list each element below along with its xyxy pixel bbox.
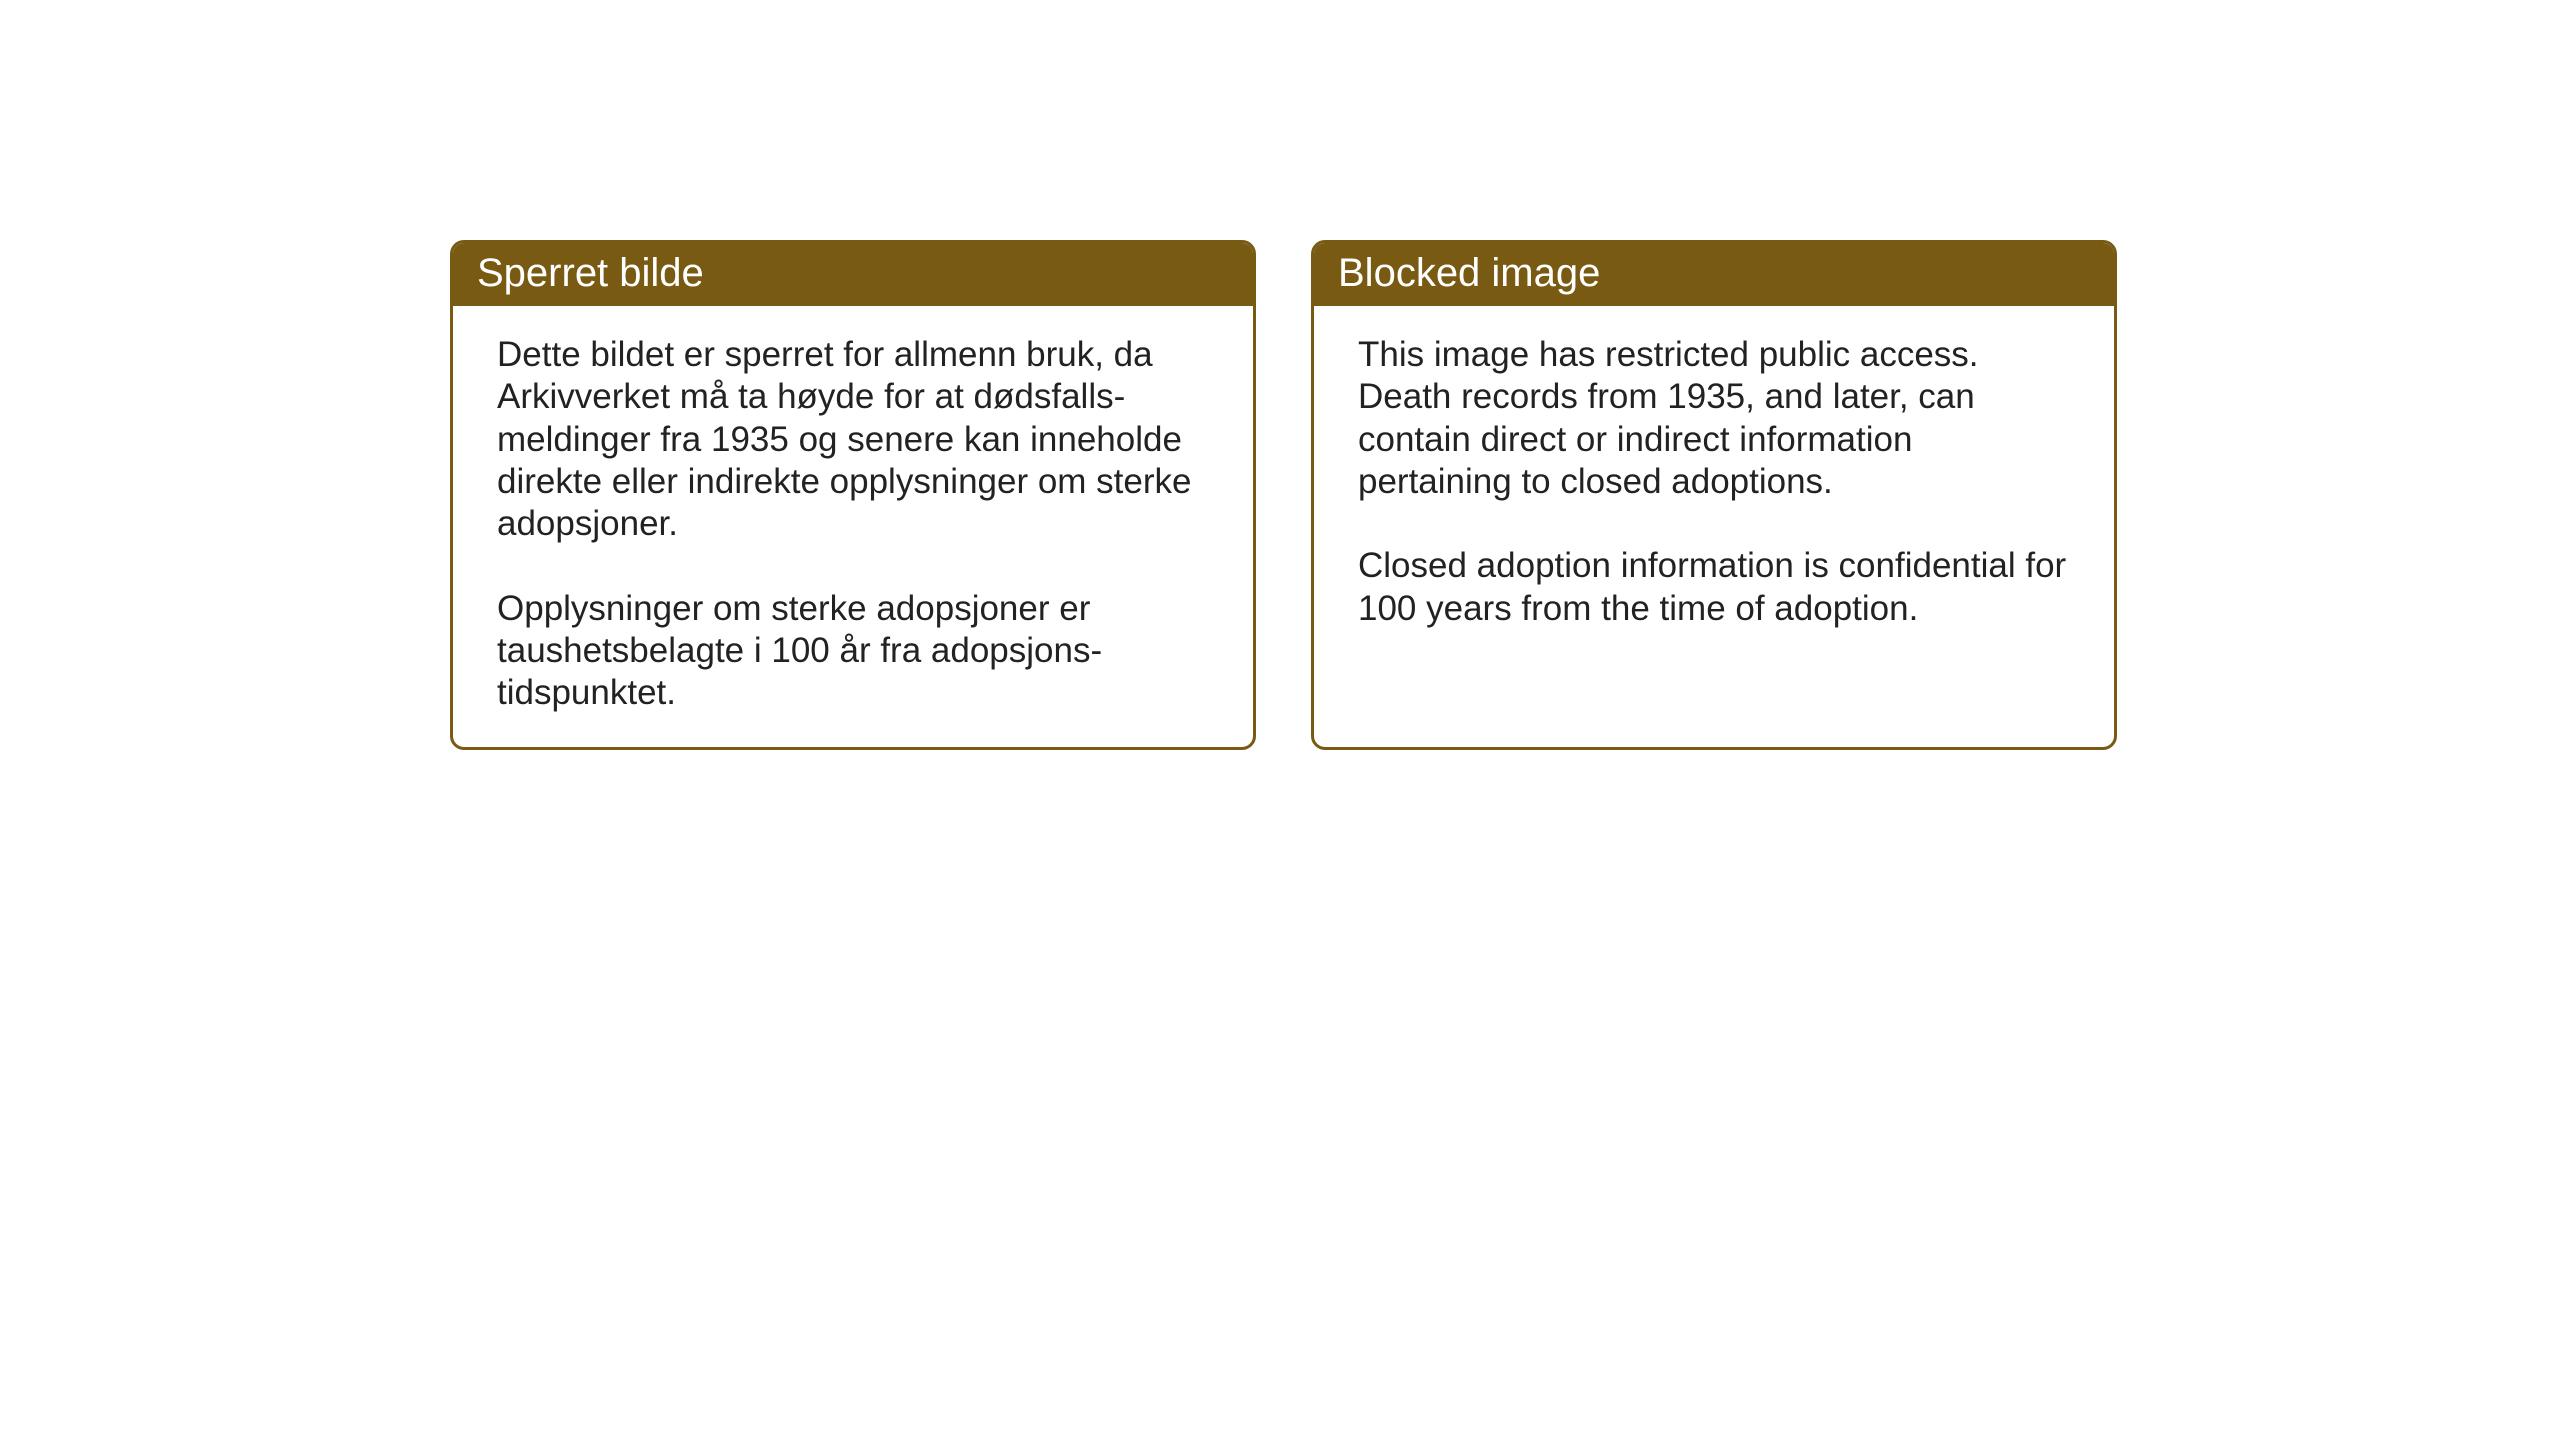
card-body: Dette bildet er sperret for allmenn bruk… <box>453 306 1253 747</box>
paragraph-1: This image has restricted public access.… <box>1358 334 2074 503</box>
notice-card-norwegian: Sperret bilde Dette bildet er sperret fo… <box>450 240 1256 750</box>
paragraph-2: Opplysninger om sterke adopsjoner er tau… <box>497 588 1213 715</box>
notice-card-english: Blocked image This image has restricted … <box>1311 240 2117 750</box>
card-title: Blocked image <box>1338 251 1600 295</box>
notice-container: Sperret bilde Dette bildet er sperret fo… <box>450 240 2560 750</box>
card-title: Sperret bilde <box>477 251 704 295</box>
card-body: This image has restricted public access.… <box>1314 306 2114 710</box>
card-header: Sperret bilde <box>453 243 1253 306</box>
card-header: Blocked image <box>1314 243 2114 306</box>
paragraph-1: Dette bildet er sperret for allmenn bruk… <box>497 334 1213 546</box>
paragraph-2: Closed adoption information is confident… <box>1358 545 2074 630</box>
